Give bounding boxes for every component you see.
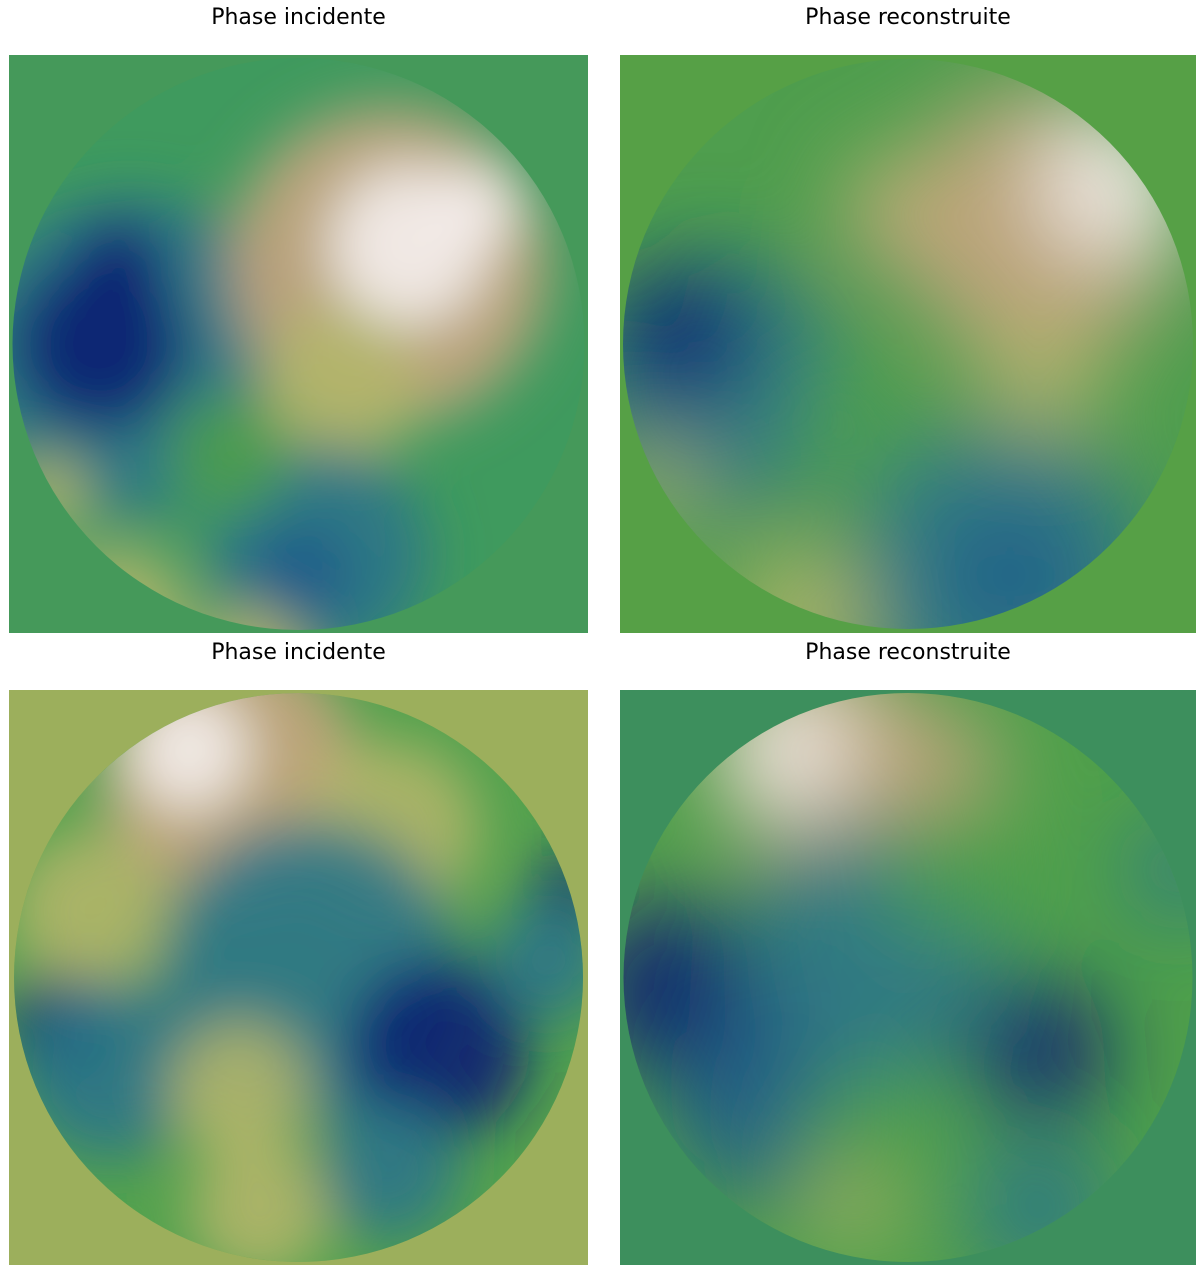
- phase-blob: [623, 265, 750, 405]
- panel-title: Phase incidente: [211, 5, 386, 30]
- phase-pattern: [12, 105, 549, 630]
- phase-blob: [169, 395, 289, 515]
- phase-pattern: [623, 85, 1180, 629]
- phase-map: [623, 59, 1193, 629]
- phase-blob: [169, 1020, 309, 1160]
- phase-blob: [259, 305, 419, 465]
- panel: Phase incidente: [9, 5, 588, 633]
- panel: Phase reconstruite: [620, 5, 1196, 633]
- phase-blob: [349, 960, 529, 1140]
- phase-map: [14, 693, 583, 1262]
- phase-blob: [810, 1170, 890, 1250]
- phase-map: [12, 58, 585, 630]
- phase-blob: [439, 165, 519, 245]
- phase-blob: [900, 710, 1000, 810]
- phase-pattern: [14, 693, 583, 1262]
- phase-blob: [970, 980, 1110, 1120]
- phase-blob: [880, 800, 1020, 940]
- phase-blob: [489, 900, 583, 1020]
- phase-blob: [850, 185, 930, 265]
- panel: Phase reconstruite: [620, 640, 1196, 1265]
- panel-title: Phase reconstruite: [805, 640, 1011, 665]
- phase-blob: [980, 325, 1100, 445]
- phase-blob: [249, 525, 349, 625]
- panel: Phase incidente: [9, 640, 588, 1265]
- phase-blob: [189, 1140, 329, 1262]
- panel-title: Phase incidente: [211, 640, 386, 665]
- phase-blob: [19, 980, 199, 1160]
- phase-blob: [74, 220, 164, 310]
- phase-blob: [14, 830, 169, 990]
- phase-blob: [790, 365, 910, 485]
- panel-title: Phase reconstruite: [805, 5, 1011, 30]
- phase-blob: [319, 1100, 459, 1240]
